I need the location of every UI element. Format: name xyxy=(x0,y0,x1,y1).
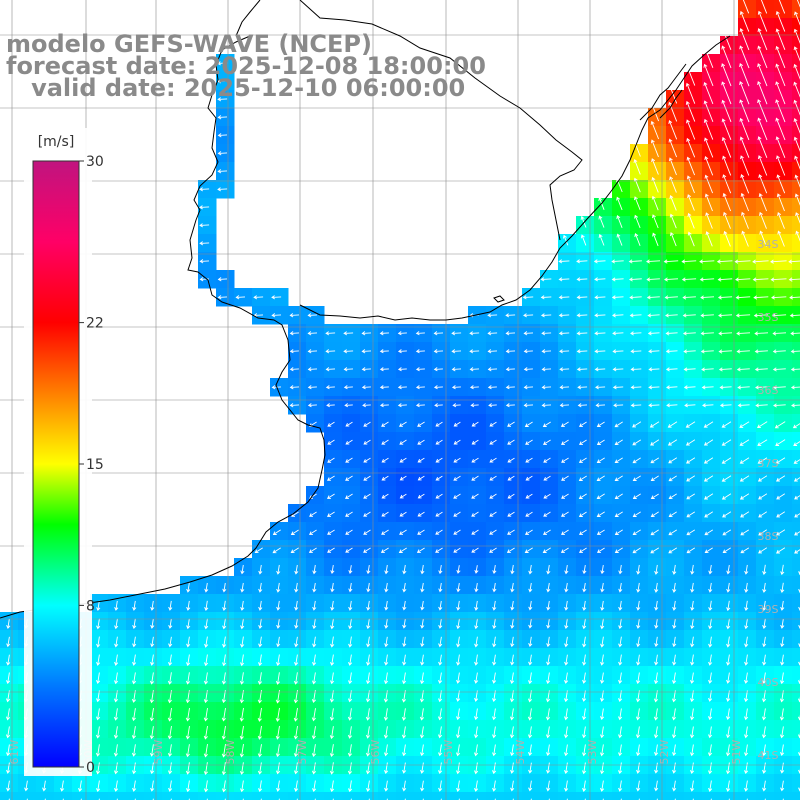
colorbar-gradient xyxy=(33,161,79,767)
wind-cell xyxy=(792,414,800,433)
wind-cell xyxy=(792,486,800,505)
lat-label: 37S xyxy=(758,457,779,470)
colorbar-tick-label: 30 xyxy=(86,154,104,170)
lon-label: 56W xyxy=(369,739,382,764)
colorbar-tick-label: 8 xyxy=(86,598,95,614)
lat-label: 35S xyxy=(758,311,779,324)
wind-cell xyxy=(792,792,800,800)
wind-cell xyxy=(792,450,800,469)
lon-label: 61W xyxy=(8,739,21,764)
colorbar-unit: [m/s] xyxy=(38,134,75,150)
lon-label: 51W xyxy=(730,739,743,764)
wind-cell xyxy=(792,522,800,541)
colorbar: [m/s] 30 22 15 8 0 xyxy=(24,128,104,776)
lat-label: 36S xyxy=(758,384,779,397)
wind-cell xyxy=(792,576,800,595)
lat-label: 38S xyxy=(758,530,779,543)
colorbar-tick-label: 0 xyxy=(86,760,95,776)
lat-label: 39S xyxy=(758,603,779,616)
lon-label: 52W xyxy=(658,739,671,764)
wind-cell xyxy=(792,558,800,577)
lat-label: 34S xyxy=(758,238,779,251)
lon-label: 54W xyxy=(514,739,527,764)
colorbar-tick-label: 15 xyxy=(86,457,104,473)
wind-cell xyxy=(792,468,800,487)
lat-label: 41S xyxy=(758,749,779,762)
wind-cell xyxy=(792,432,800,451)
lon-label: 58W xyxy=(224,739,237,764)
wind-cell xyxy=(792,648,800,667)
lon-label: 59W xyxy=(152,739,165,764)
lon-label: 57W xyxy=(296,739,309,764)
lon-label: 53W xyxy=(586,739,599,764)
wind-cell xyxy=(792,612,800,631)
title-valid-date: valid date: 2025-12-10 06:00:00 xyxy=(6,76,465,100)
colorbar-tick-label: 22 xyxy=(86,316,104,332)
wind-cell xyxy=(792,630,800,649)
wind-cell xyxy=(792,774,800,793)
wind-cell xyxy=(792,504,800,523)
lat-label: 40S xyxy=(758,676,779,689)
wind-cell xyxy=(792,594,800,613)
wind-cell xyxy=(792,540,800,559)
lon-label: 55W xyxy=(442,739,455,764)
